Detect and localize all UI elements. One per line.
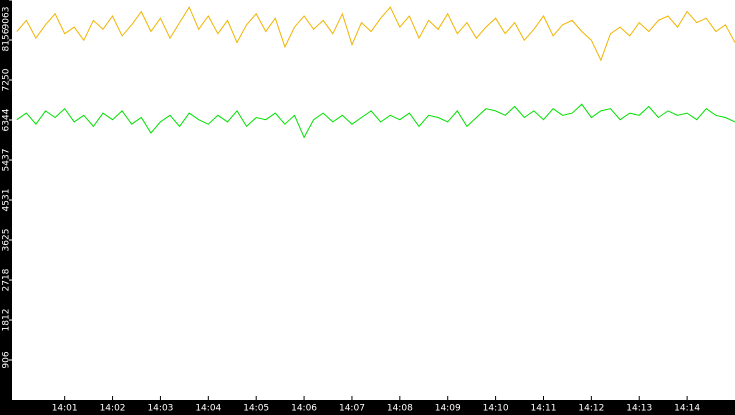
x-tick-label: 14:08 — [387, 404, 413, 414]
y-axis-strip — [0, 0, 12, 415]
x-tick-label: 14:11 — [531, 404, 557, 414]
series-line — [16, 103, 735, 139]
y-tick-label: 3625 — [2, 229, 12, 252]
x-tick-label: 14:01 — [52, 404, 78, 414]
y-tick-label: 9063 — [2, 7, 12, 30]
y-tick-label: 4531 — [2, 189, 12, 212]
y-tick-label: 906 — [2, 351, 12, 368]
series-line — [16, 6, 735, 62]
x-tick-label: 14:07 — [339, 404, 365, 414]
x-tick-label: 14:06 — [291, 404, 317, 414]
x-tick-label: 14:13 — [626, 404, 652, 414]
x-tick-label: 14:09 — [435, 404, 461, 414]
x-axis-strip — [0, 400, 735, 415]
x-tick-label: 14:05 — [243, 404, 269, 414]
y-tick-label: 2718 — [2, 268, 12, 291]
x-tick-label: 14:12 — [578, 404, 604, 414]
y-tick-label: 1812 — [2, 309, 12, 332]
y-tick-label: 6344 — [2, 108, 12, 131]
x-tick-label: 14:14 — [674, 404, 700, 414]
y-tick-label: 5437 — [2, 149, 12, 172]
y-tick-label: 7250 — [2, 68, 12, 91]
x-tick-label: 14:02 — [100, 404, 126, 414]
y-tick-label: 8156 — [2, 28, 12, 51]
x-tick-label: 14:04 — [195, 404, 221, 414]
x-tick-label: 14:03 — [147, 404, 173, 414]
x-tick-label: 14:10 — [483, 404, 509, 414]
